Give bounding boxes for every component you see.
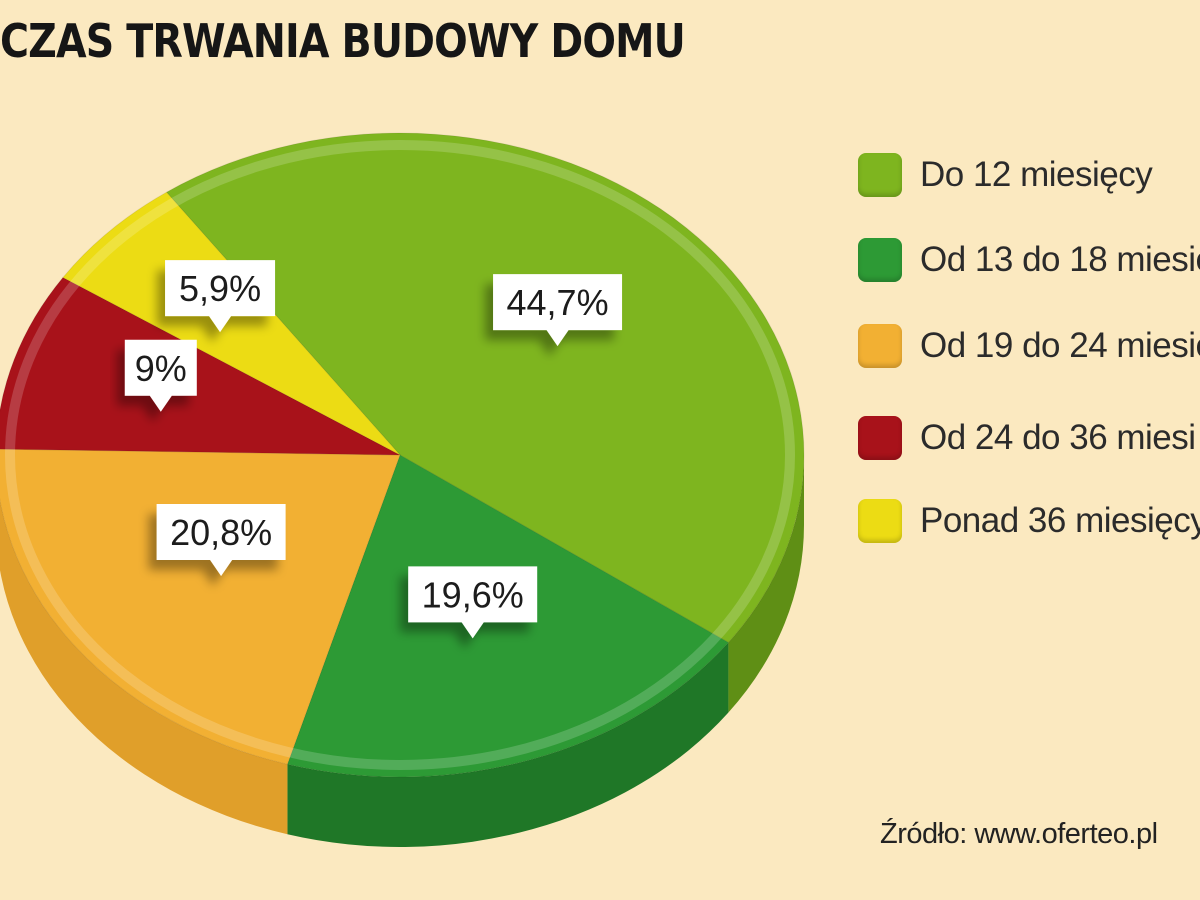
- pie-side-19-24: [0, 499, 288, 835]
- value-label-ponad-36: 5,9%: [165, 260, 276, 333]
- value-label-19-24: 20,8%: [156, 504, 286, 577]
- legend-item-13-18: Od 13 do 18 miesię: [858, 238, 1200, 282]
- pie-sides: [0, 455, 804, 847]
- legend-swatch-ponad-36: [858, 499, 902, 543]
- legend-swatch-24-36: [858, 416, 902, 460]
- value-label-do-12: 44,7%: [493, 274, 623, 347]
- pie-slice-19-24: [0, 448, 401, 765]
- chart-title: CZAS TRWANIA BUDOWY DOMU: [0, 14, 686, 68]
- value-label-text-19-24: 20,8%: [170, 512, 272, 553]
- legend-swatch-13-18: [858, 238, 902, 282]
- source-note: Źródło: www.oferteo.pl: [880, 818, 1158, 850]
- legend-label-13-18: Od 13 do 18 miesię: [920, 240, 1200, 279]
- value-label-13-18: 19,6%: [408, 566, 538, 639]
- legend: Do 12 miesięcy Od 13 do 18 miesię Od 19 …: [858, 0, 1200, 600]
- legend-item-do-12: Do 12 miesięcy: [858, 153, 1153, 197]
- pie-slice-do-12: [165, 132, 805, 644]
- legend-label-19-24: Od 19 do 24 miesię: [920, 326, 1200, 365]
- pie-top: [0, 132, 805, 778]
- legend-item-19-24: Od 19 do 24 miesię: [858, 324, 1200, 368]
- legend-item-24-36: Od 24 do 36 miesi: [858, 416, 1196, 460]
- value-label-text-13-18: 19,6%: [422, 574, 524, 615]
- value-label-text-do-12: 44,7%: [507, 282, 609, 323]
- pie-rim-highlight: [5, 140, 795, 770]
- pie-side-do-12: [728, 455, 804, 713]
- legend-label-do-12: Do 12 miesięcy: [920, 155, 1153, 194]
- value-label-text-ponad-36: 5,9%: [179, 268, 261, 309]
- pie-labels: 44,7% 19,6% 20,8% 9% 5,9%: [124, 260, 623, 639]
- legend-swatch-19-24: [858, 324, 902, 368]
- value-label-text-24-36: 9%: [135, 348, 187, 389]
- pie-side-13-18: [287, 642, 729, 847]
- pie-slice-ponad-36: [62, 191, 401, 456]
- legend-label-ponad-36: Ponad 36 miesięcy: [920, 501, 1200, 540]
- legend-label-24-36: Od 24 do 36 miesi: [920, 418, 1196, 457]
- pie-slice-24-36: [0, 276, 401, 456]
- value-label-24-36: 9%: [124, 339, 197, 412]
- legend-item-ponad-36: Ponad 36 miesięcy: [858, 499, 1200, 543]
- legend-swatch-do-12: [858, 153, 902, 197]
